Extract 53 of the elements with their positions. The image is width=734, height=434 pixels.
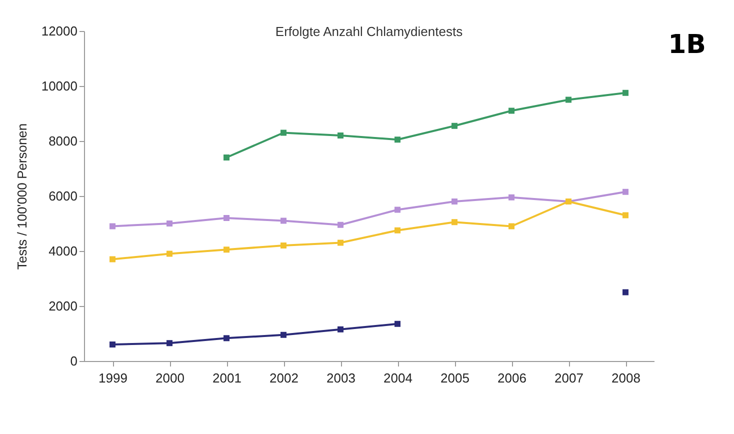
point xyxy=(224,246,230,253)
point xyxy=(394,320,400,327)
point xyxy=(452,122,458,129)
y-tick-label: 6000 xyxy=(48,188,78,204)
point xyxy=(622,289,628,296)
point xyxy=(110,256,116,262)
point xyxy=(280,242,286,248)
y-tick-label: 4000 xyxy=(48,244,78,258)
y-axis-title: Tests / 100'000 Personen xyxy=(14,123,30,270)
x-tick-label: 2007 xyxy=(554,370,584,386)
point xyxy=(338,326,344,332)
x-tick-label: 2000 xyxy=(156,370,184,386)
text: 1B xyxy=(668,30,706,60)
point xyxy=(280,332,286,338)
x-tick-label: 2001 xyxy=(212,370,242,386)
y-tick-label: 12000 xyxy=(41,24,78,38)
point xyxy=(508,194,514,200)
point xyxy=(394,136,400,143)
point xyxy=(452,198,458,204)
point xyxy=(280,218,286,224)
x-tick-label: 2008 xyxy=(612,370,640,386)
x-tick-label: 2006 xyxy=(498,370,526,386)
y-tick-label: 8000 xyxy=(48,134,78,148)
point xyxy=(166,340,172,346)
y-tick-label: 2000 xyxy=(48,298,78,314)
chart-title: Erfolgte Anzahl Chlamydientests xyxy=(275,24,464,39)
point xyxy=(224,335,230,342)
x-tick-label: 2004 xyxy=(384,370,412,386)
point xyxy=(566,96,572,103)
point xyxy=(224,154,230,160)
point xyxy=(338,240,344,246)
point xyxy=(622,212,628,218)
point xyxy=(622,90,628,96)
point xyxy=(338,222,344,228)
point xyxy=(508,223,514,230)
point xyxy=(508,108,514,114)
point xyxy=(166,250,172,257)
point xyxy=(110,342,116,348)
point xyxy=(338,132,344,138)
point xyxy=(166,220,172,226)
y-tick-label: 0 xyxy=(70,354,78,368)
y-tick-label: 10000 xyxy=(41,78,78,94)
point xyxy=(394,227,400,234)
point xyxy=(280,130,286,136)
x-tick-label: 2003 xyxy=(326,370,356,386)
x-tick-label: 1999 xyxy=(98,370,128,386)
point xyxy=(110,223,116,230)
point xyxy=(394,206,400,213)
point xyxy=(622,188,628,195)
x-tick-label: 2002 xyxy=(270,370,298,386)
x-tick-label: 2005 xyxy=(440,370,470,386)
point xyxy=(224,215,230,221)
point xyxy=(452,219,458,226)
